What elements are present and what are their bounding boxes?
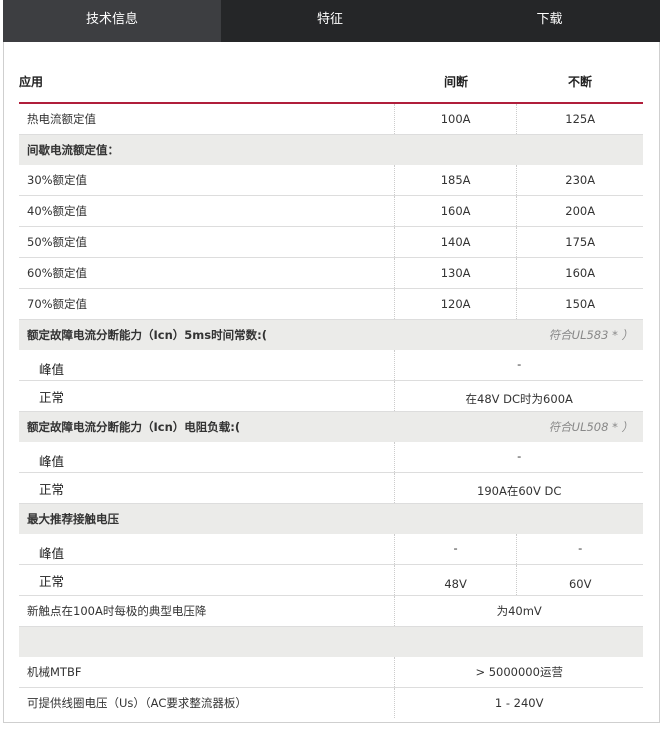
row-label: 正常 [39,482,65,497]
continuous-value: - [516,534,643,564]
row-value: - [394,350,643,380]
section-cell: 间歇电流额定值： [19,135,643,165]
header-intermittent: 间断 [443,74,468,89]
table-row: 30%额定值 185A 230A [19,165,643,196]
row-value: 1 - 240V [394,688,643,718]
section-row: 额定故障电流分断能力（Icn）电阻负载:( 符合UL508 * ） [19,412,643,442]
table-row: 新触点在100A时每极的典型电压降 为40mV [19,596,643,627]
continuous-value: 200A [516,196,643,226]
table-row: 机械MTBF > 5000000运营 [19,657,643,688]
table-body: 热电流额定值 100A 125A 间歇电流额定值： 30%额定值 185A 230A 40%额… [19,104,643,718]
section-label: 额定故障电流分断能力（Icn）5ms时间常数:( [27,328,267,342]
row-label: 新触点在100A时每极的典型电压降 [27,604,207,618]
spec-table: 应用 间断 不断 热电流额定值 100A 125A 间歇电流额定值： 30%额定值 185… [19,60,643,718]
row-label: 50%额定值 [27,235,88,249]
table-row: 峰值 - [19,350,643,381]
row-label: 正常 [39,574,65,589]
section-label: 最大推荐接触电压 [27,512,119,526]
tab-technical-info[interactable]: 技术信息 [3,0,221,42]
row-value: 190A在60V DC [394,473,643,503]
tech-info-panel: 应用 间断 不断 热电流额定值 100A 125A 间歇电流额定值： 30%额定值 185… [3,42,660,723]
intermittent-value: 185A [393,165,517,195]
table-header: 应用 间断 不断 [19,60,643,104]
row-value: 在48V DC时为600A [394,381,643,411]
row-label: 峰值 [39,454,65,469]
row-label: 峰值 [39,362,65,377]
section-row: 间歇电流额定值： [19,135,643,165]
table-row: 正常 在48V DC时为600A [19,381,643,412]
section-row: 最大推荐接触电压 [19,504,643,534]
header-application: 应用 [19,74,44,89]
intermittent-value: 140A [393,227,517,257]
table-row: 正常 48V 60V [19,565,643,596]
intermittent-value: 120A [393,289,517,319]
row-label: 热电流额定值 [27,112,96,126]
intermittent-value: 130A [393,258,517,288]
section-cell: 额定故障电流分断能力（Icn）5ms时间常数:( 符合UL583 * ） [19,320,643,350]
row-value: - [394,442,643,472]
continuous-value: 175A [516,227,643,257]
section-note: 符合UL583 * ） [548,328,633,342]
row-label: 峰值 [39,546,65,561]
table-row: 热电流额定值 100A 125A [19,104,643,135]
row-label: 70%额定值 [27,297,88,311]
table-row: 峰值 - [19,442,643,473]
section-row [19,627,643,657]
intermittent-value: 100A [393,104,517,134]
continuous-value: 125A [516,104,643,134]
section-cell: 额定故障电流分断能力（Icn）电阻负载:( 符合UL508 * ） [19,412,643,442]
continuous-value: 60V [516,565,643,595]
continuous-value: 150A [516,289,643,319]
tab-bar: 技术信息 特征 下载 [3,0,660,42]
row-label: 正常 [39,390,65,405]
table-row: 60%额定值 130A 160A [19,258,643,289]
section-note: 符合UL508 * ） [548,420,633,434]
continuous-value: 230A [516,165,643,195]
row-label: 40%额定值 [27,204,88,218]
tab-features[interactable]: 特征 [316,12,343,27]
section-label: 额定故障电流分断能力（Icn）电阻负载:( [27,420,241,434]
table-row: 40%额定值 160A 200A [19,196,643,227]
row-label: 机械MTBF [27,665,82,679]
row-label: 可提供线圈电压（Us）（AC要求整流器板） [27,696,247,710]
table-row: 可提供线圈电压（Us）（AC要求整流器板） 1 - 240V [19,688,643,718]
section-label: 间歇电流额定值： [27,143,119,157]
row-value: 为40mV [394,596,643,626]
table-row: 70%额定值 120A 150A [19,289,643,320]
table-row: 正常 190A在60V DC [19,473,643,504]
section-row: 额定故障电流分断能力（Icn）5ms时间常数:( 符合UL583 * ） [19,320,643,350]
section-cell [19,627,643,657]
continuous-value: 160A [516,258,643,288]
section-cell: 最大推荐接触电压 [19,504,643,534]
row-value: > 5000000运营 [394,657,643,687]
header-continuous: 不断 [567,74,592,89]
intermittent-value: - [393,534,517,564]
row-label: 60%额定值 [27,266,88,280]
table-row: 峰值 - - [19,534,643,565]
table-row: 50%额定值 140A 175A [19,227,643,258]
row-label: 30%额定值 [27,173,88,187]
tab-downloads[interactable]: 下载 [536,12,563,27]
intermittent-value: 160A [393,196,517,226]
intermittent-value: 48V [393,565,517,595]
